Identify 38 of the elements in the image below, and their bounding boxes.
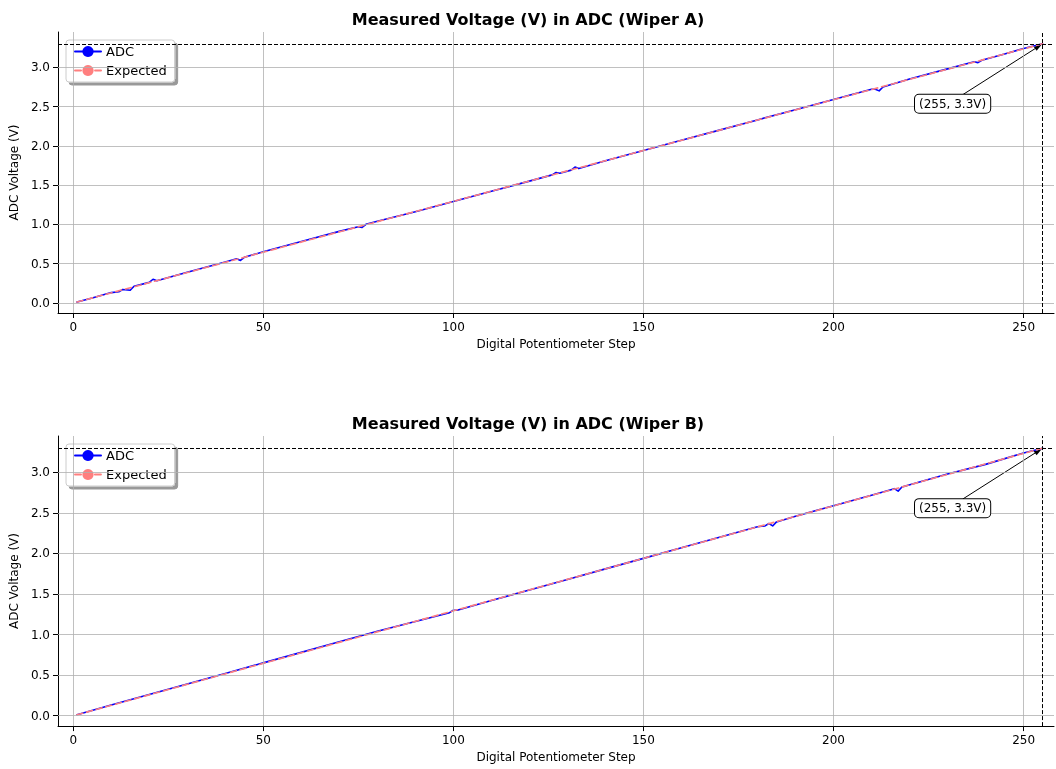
y-tick-label: 2.5 [30, 505, 50, 520]
y-tick-label: 3.0 [30, 60, 50, 75]
y-axis-title: ADC Voltage (V) [7, 533, 22, 630]
y-tick-label: 0.5 [30, 668, 50, 683]
x-axis-title: Digital Potentiometer Step [476, 750, 636, 764]
legend-label: ADC [106, 448, 134, 463]
y-tick-label: 0.0 [30, 708, 50, 723]
x-tick-label: 0 [69, 733, 78, 748]
x-tick-label: 250 [1012, 320, 1036, 334]
y-axis-title: ADC Voltage (V) [7, 124, 22, 221]
x-tick-label: 100 [441, 320, 465, 334]
legend-label: Expected [106, 467, 167, 482]
annotation: (255, 3.3V) [918, 501, 987, 516]
y-tick-label: 2.5 [30, 99, 50, 114]
x-tick-label: 150 [631, 733, 655, 748]
x-tick-label: 200 [822, 320, 845, 334]
y-tick-label: 1.0 [30, 627, 50, 642]
chart-title: Measured Voltage (V) in ADC (Wiper A) [351, 9, 705, 29]
y-tick-label: 2.0 [30, 546, 50, 561]
x-axis-title: Digital Potentiometer Step [476, 336, 636, 351]
chart-title: Measured Voltage (V) in ADC (Wiper B) [351, 413, 705, 433]
x-tick-label: 150 [631, 320, 655, 334]
legend-label: ADC [106, 44, 134, 59]
y-tick-label: 1.0 [30, 217, 50, 232]
x-tick-label: 0 [69, 320, 78, 334]
y-tick-label: 0.5 [30, 256, 50, 271]
y-tick-label: 1.5 [30, 178, 50, 193]
y-tick-label: 2.0 [30, 138, 50, 153]
x-tick-label: 50 [255, 733, 271, 748]
x-tick-label: 250 [1012, 733, 1036, 748]
x-tick-label: 100 [441, 733, 465, 748]
x-tick-label: 50 [255, 320, 271, 334]
y-tick-label: 1.5 [30, 587, 50, 602]
x-tick-label: 200 [822, 733, 845, 748]
y-tick-label: 0.0 [30, 295, 50, 310]
annotation: (255, 3.3V) [918, 96, 987, 111]
y-tick-label: 3.0 [30, 465, 50, 480]
legend-label: Expected [106, 63, 167, 78]
